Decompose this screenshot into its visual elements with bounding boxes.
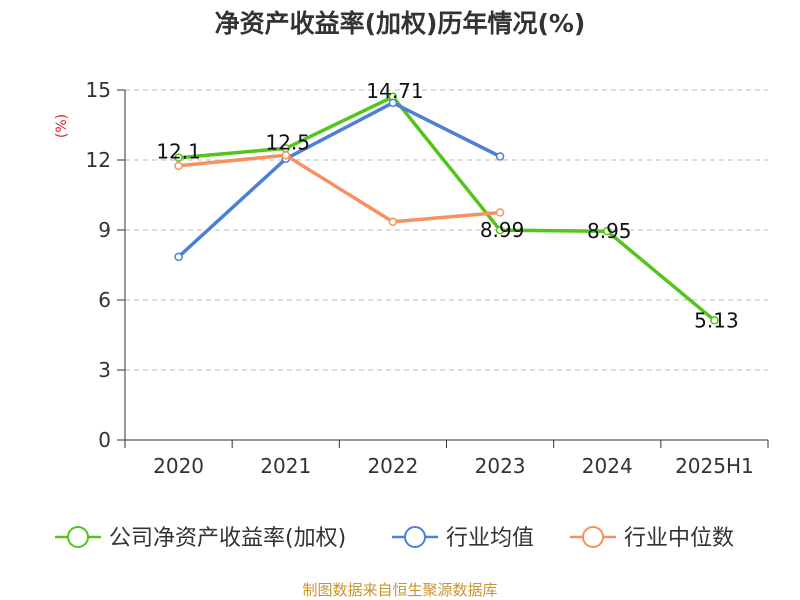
legend-swatch-marker-0 (67, 526, 89, 548)
data-label-2023: 8.99 (480, 218, 525, 242)
series-line-1 (177, 101, 501, 259)
grid-lines (125, 89, 768, 371)
y-tick-label-6: 6 (98, 288, 111, 312)
data-label-2025H1: 5.13 (694, 308, 739, 332)
data-point-s0-2020 (174, 153, 183, 162)
data-label-2024: 8.95 (587, 219, 632, 243)
series-layer (174, 92, 719, 325)
data-label-2020: 12.1 (156, 140, 201, 164)
legend: 公司净资产收益率(加权) 行业均值 行业中位数 (55, 526, 734, 551)
data-point-s2-2020 (174, 161, 183, 171)
y-axis-label: (%) (54, 114, 70, 138)
data-point-s2-2021 (281, 151, 290, 160)
series-line-2 (178, 153, 501, 224)
series-line-0 (178, 95, 716, 322)
y-tick-label-9: 9 (98, 218, 111, 242)
x-tick-label-2023: 2023 (475, 454, 526, 478)
data-point-s1-2023 (495, 152, 505, 161)
source-note: 制图数据来自恒生聚源数据库 (302, 581, 497, 599)
y-tick-label-3: 3 (98, 358, 111, 382)
x-tick-label-2020: 2020 (153, 454, 204, 478)
data-point-s0-2023 (495, 225, 505, 235)
legend-label-1: 行业均值 (446, 526, 534, 551)
legend-label-2: 行业中位数 (624, 526, 734, 551)
data-point-s0-2024 (603, 226, 612, 236)
x-tick-label-2022: 2022 (367, 454, 418, 478)
axes: 0 3 6 9 12 15 2020 2021 2022 2023 2024 2025H1 (86, 78, 769, 478)
x-tick-label-2021: 2021 (260, 454, 311, 478)
data-point-s0-2025H1 (710, 316, 719, 325)
data-labels: 12.1 12.5 14.71 8.99 8.95 5.13 (156, 79, 738, 333)
legend-swatch-marker-1 (404, 526, 426, 548)
y-tick-label-15: 15 (86, 78, 111, 102)
legend-label-0: 公司净资产收益率(加权) (109, 526, 346, 551)
data-label-2022: 14.71 (366, 79, 423, 103)
data-point-s2-2023 (495, 208, 505, 217)
data-label-2021: 12.5 (265, 130, 310, 154)
y-tick-label-12: 12 (86, 148, 111, 172)
x-tick-label-2025H1: 2025H1 (675, 454, 754, 478)
data-point-s2-2022 (388, 217, 398, 227)
chart-title: 净资产收益率(加权)历年情况(%) (215, 9, 586, 38)
data-point-s1-2020 (174, 252, 183, 262)
x-tick-label-2024: 2024 (582, 454, 633, 478)
data-point-s1-2022 (388, 98, 398, 108)
legend-swatch-marker-2 (582, 526, 604, 548)
y-tick-label-0: 0 (98, 428, 111, 452)
